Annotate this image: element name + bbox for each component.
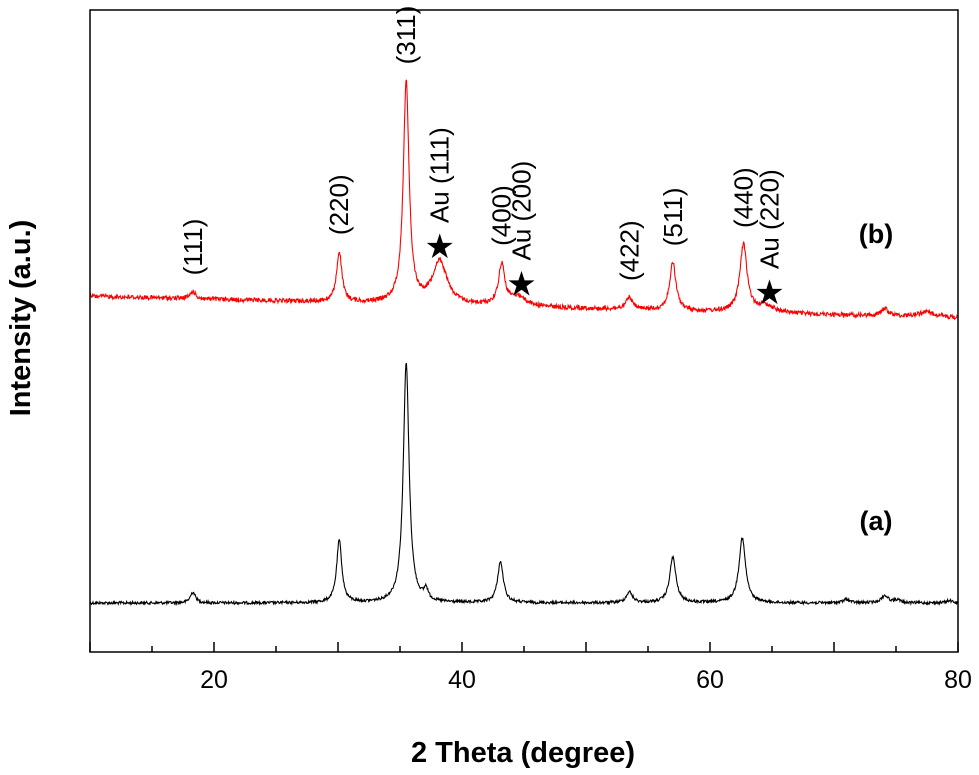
series-a-line xyxy=(89,362,959,607)
x-tick-label: 60 xyxy=(696,666,724,694)
gold-marker-icon: ★ xyxy=(424,227,454,267)
peak-label: Au (111) xyxy=(425,127,455,223)
series-label-a: (a) xyxy=(860,506,893,536)
peak-label: (511) xyxy=(658,187,688,246)
peak-label: Au (200) xyxy=(507,161,537,261)
peak-label: (220) xyxy=(324,174,354,235)
x-tick-label: 20 xyxy=(200,666,228,694)
x-axis-title: 2 Theta (degree) xyxy=(411,737,635,769)
x-tick-label: 80 xyxy=(944,666,972,694)
peak-label: (400) xyxy=(487,185,517,246)
peak-label: (422) xyxy=(614,220,644,281)
peak-label: (440) xyxy=(728,167,758,228)
y-axis-title: Intensity (a.u.) xyxy=(5,220,37,417)
plot-frame xyxy=(89,9,959,653)
series-b-line xyxy=(89,79,958,321)
peak-label: Au (220) xyxy=(755,169,785,269)
gold-marker-icon: ★ xyxy=(506,264,536,304)
series-label-b: (b) xyxy=(859,219,893,249)
peak-label: (111) xyxy=(178,219,208,276)
axes: 20 40 60 80 xyxy=(89,9,972,694)
annotation-layer: (111)(220)(311)★Au (111) (400)★Au (200) (4… xyxy=(178,6,893,536)
x-tick-label: 40 xyxy=(448,666,476,694)
peak-label: (311) xyxy=(391,6,421,65)
series-layer xyxy=(89,79,959,607)
gold-marker-icon: ★ xyxy=(754,273,784,313)
